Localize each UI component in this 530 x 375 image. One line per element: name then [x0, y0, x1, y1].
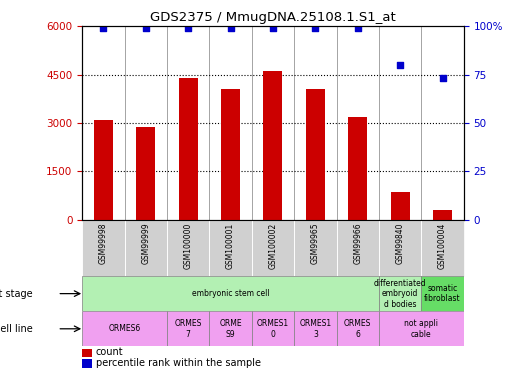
Bar: [221, 89, 240, 220]
Point: [184, 25, 192, 31]
Text: development stage: development stage: [0, 289, 32, 298]
Text: GSM99998: GSM99998: [99, 222, 108, 264]
Point: [99, 25, 108, 31]
Bar: [433, 210, 452, 220]
Text: ORMES
7: ORMES 7: [174, 319, 202, 339]
Point: [354, 25, 362, 31]
Bar: [82, 348, 92, 357]
Bar: [82, 311, 167, 346]
Text: GSM100004: GSM100004: [438, 222, 447, 269]
Text: GSM100001: GSM100001: [226, 222, 235, 269]
Text: somatic
fibroblast: somatic fibroblast: [424, 284, 461, 303]
Bar: [294, 220, 337, 276]
Bar: [263, 71, 282, 220]
Bar: [82, 359, 92, 368]
Text: embryonic stem cell: embryonic stem cell: [192, 289, 269, 298]
Bar: [82, 220, 125, 276]
Bar: [379, 220, 421, 276]
Bar: [179, 78, 198, 220]
Bar: [209, 220, 252, 276]
Bar: [337, 220, 379, 276]
Text: cell line: cell line: [0, 324, 32, 334]
Text: GSM99999: GSM99999: [142, 222, 150, 264]
Bar: [82, 276, 379, 311]
Bar: [337, 311, 379, 346]
Bar: [252, 311, 294, 346]
Point: [226, 25, 235, 31]
Bar: [167, 311, 209, 346]
Bar: [125, 220, 167, 276]
Bar: [421, 220, 464, 276]
Text: GSM99966: GSM99966: [354, 222, 362, 264]
Title: GDS2375 / MmugDNA.25108.1.S1_at: GDS2375 / MmugDNA.25108.1.S1_at: [150, 11, 396, 24]
Point: [142, 25, 150, 31]
Bar: [348, 117, 367, 220]
Bar: [379, 311, 464, 346]
Text: GSM99965: GSM99965: [311, 222, 320, 264]
Text: count: count: [95, 347, 123, 357]
Bar: [379, 276, 421, 311]
Point: [269, 25, 277, 31]
Point: [438, 75, 447, 81]
Bar: [306, 89, 325, 220]
Bar: [391, 192, 410, 220]
Text: differentiated
embryoid
d bodies: differentiated embryoid d bodies: [374, 279, 427, 309]
Bar: [94, 120, 113, 220]
Bar: [209, 311, 252, 346]
Text: not appli
cable: not appli cable: [404, 319, 438, 339]
Text: ORMES1
0: ORMES1 0: [257, 319, 289, 339]
Text: ORMES1
3: ORMES1 3: [299, 319, 331, 339]
Bar: [252, 220, 294, 276]
Text: GSM100002: GSM100002: [269, 222, 277, 269]
Text: GSM100000: GSM100000: [184, 222, 192, 269]
Bar: [136, 127, 155, 220]
Point: [311, 25, 320, 31]
Point: [396, 62, 404, 68]
Bar: [294, 311, 337, 346]
Text: percentile rank within the sample: percentile rank within the sample: [95, 358, 261, 368]
Text: ORMES6: ORMES6: [109, 324, 140, 333]
Text: GSM99840: GSM99840: [396, 222, 404, 264]
Bar: [421, 276, 464, 311]
Text: ORMES
6: ORMES 6: [344, 319, 372, 339]
Bar: [167, 220, 209, 276]
Text: ORME
S9: ORME S9: [219, 319, 242, 339]
